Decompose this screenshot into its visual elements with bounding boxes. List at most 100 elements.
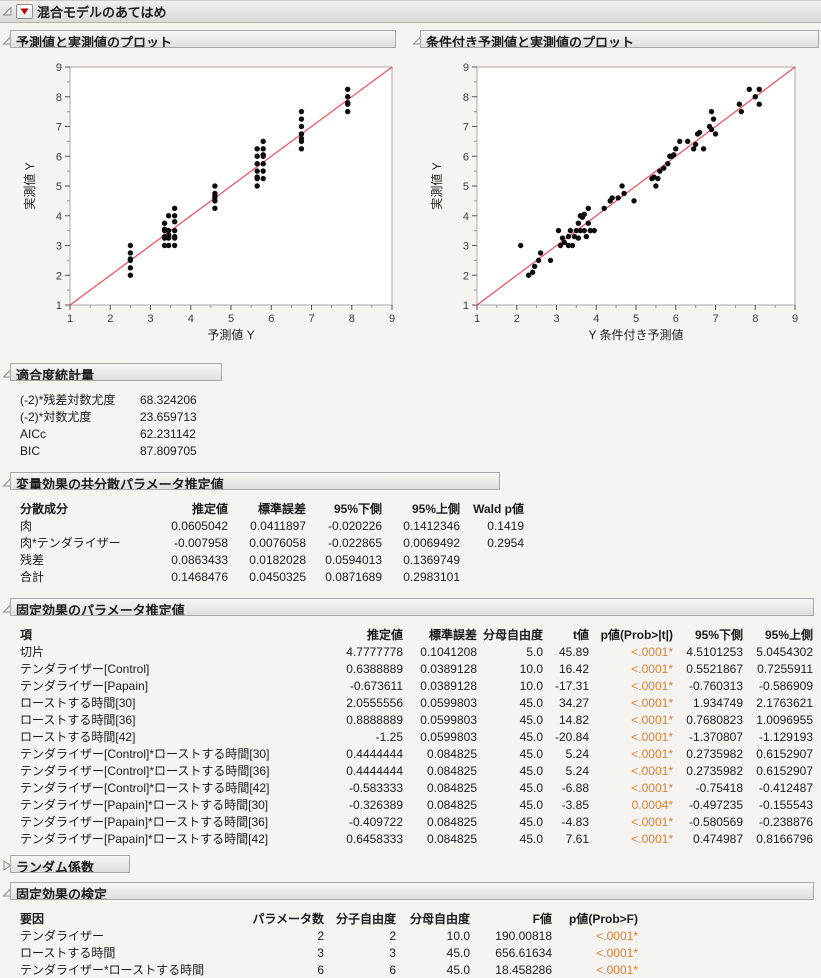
stat-value: 68.324206 [140, 392, 197, 407]
covariance-parameters-section: 変量効果の共分散パラメータ推定値 分散成分 推定値 標準誤差 95%下側 95%… [0, 472, 821, 585]
table-row: テンダライザー[Papain]*ローストする時間[30] -0.326389 0… [20, 796, 813, 813]
term: ローストする時間[36] [20, 713, 136, 727]
t-ratio: -20.84 [554, 729, 589, 744]
p-value: <.0001* [631, 678, 673, 693]
p-value: <.0001* [631, 661, 673, 676]
df-denominator: 45.0 [519, 831, 543, 846]
std-error: 0.0599803 [420, 712, 477, 727]
std-error: 0.084825 [426, 746, 477, 761]
svg-text:実測値 Y: 実測値 Y [22, 162, 37, 209]
p-value: <.0001* [631, 729, 673, 744]
section-header-covariance[interactable]: 変量効果の共分散パラメータ推定値 [10, 472, 500, 490]
col-header: 分母自由度 [482, 628, 543, 642]
term: ローストする時間[30] [20, 696, 136, 710]
section-header-fixed-effects-tests[interactable]: 固定効果の検定 [10, 882, 814, 900]
ci-upper: 5.0454302 [756, 644, 813, 659]
p-value: <.0001* [631, 746, 673, 761]
svg-text:2: 2 [514, 313, 520, 325]
section-header-row: 固定効果の検定 [0, 882, 821, 902]
std-error: 0.0389128 [420, 678, 477, 693]
red-triangle-menu-button[interactable] [16, 4, 33, 19]
col-header: 分散成分 [20, 502, 69, 516]
section-header-row: 予測値と実測値のプロット [0, 30, 410, 50]
term: ローストする時間[42] [20, 730, 136, 744]
ci-upper: 0.0069492 [403, 535, 460, 550]
section-title: ランダム係数 [16, 860, 95, 873]
svg-text:4: 4 [56, 211, 62, 223]
ci-upper: 0.8166796 [756, 831, 813, 846]
col-header: Wald p値 [473, 502, 524, 516]
col-header: 項 [20, 628, 33, 642]
red-triangle-icon [20, 8, 29, 15]
svg-text:6: 6 [56, 151, 62, 163]
ci-lower: -0.580569 [688, 814, 743, 829]
table-row: テンダライザー[Control] 0.6388889 0.0389128 10.… [20, 660, 813, 677]
estimate: -0.326389 [348, 797, 403, 812]
disclosure-triangle-icon[interactable] [2, 6, 13, 17]
svg-text:2: 2 [56, 270, 62, 282]
section-title: 固定効果の検定 [16, 887, 108, 900]
svg-text:8: 8 [752, 313, 758, 325]
col-header: 95%上側 [764, 628, 813, 642]
table-header: 分散成分 推定値 標準誤差 95%下側 95%上側 Wald p値 [20, 500, 524, 517]
svg-text:9: 9 [792, 313, 798, 325]
table-header: 要因 パラメータ数 分子自由度 分母自由度 F値 p値(Prob>F) [20, 910, 638, 927]
stat-value: 87.809705 [140, 443, 197, 458]
t-ratio: 5.24 [565, 746, 589, 761]
p-value: <.0001* [631, 644, 673, 659]
stat-value: 23.659713 [140, 409, 197, 424]
ci-upper: 0.1369749 [403, 552, 460, 567]
svg-text:4: 4 [188, 313, 194, 325]
std-error: 0.084825 [426, 814, 477, 829]
ci-upper: -0.586909 [758, 678, 813, 693]
table-body: (-2)*残差対数尤度 68.324206 (-2)*対数尤度 23.65971… [20, 391, 240, 459]
col-header: 分子自由度 [335, 912, 396, 926]
section-title: 予測値と実測値のプロット [16, 35, 173, 48]
ci-lower: 0.7680823 [686, 712, 743, 727]
svg-text:3: 3 [463, 241, 469, 253]
section-header-predicted-plot[interactable]: 予測値と実測値のプロット [10, 30, 396, 48]
fixed-effects-tests-section: 固定効果の検定 要因 パラメータ数 分子自由度 分母自由度 F値 p値(Prob… [0, 882, 821, 978]
section-header-random-coefficients[interactable]: ランダム係数 [10, 855, 130, 873]
p-value: 0.0004* [631, 797, 673, 812]
p-value: <.0001* [596, 928, 638, 943]
effect: テンダライザー*ローストする時間 [20, 963, 205, 977]
col-header: パラメータ数 [252, 912, 324, 926]
p-value: <.0001* [596, 945, 638, 960]
svg-text:4: 4 [463, 211, 469, 223]
estimate: -0.673611 [349, 678, 403, 693]
ci-lower: 0.2735982 [686, 746, 743, 761]
ci-upper: 0.1412346 [403, 518, 460, 533]
section-title: 固定効果のパラメータ推定値 [16, 603, 185, 616]
term: テンダライザー[Papain]*ローストする時間[30] [20, 798, 269, 812]
table-row: (-2)*対数尤度 23.659713 [20, 408, 240, 425]
stat-value: 62.231142 [140, 426, 196, 441]
section-header-conditional-plot[interactable]: 条件付き予測値と実測値のプロット [420, 30, 819, 48]
svg-text:9: 9 [56, 62, 62, 74]
term: テンダライザー[Control] [20, 662, 150, 676]
std-error: 0.084825 [426, 797, 477, 812]
ci-lower: 1.934749 [692, 695, 743, 710]
stat-label: (-2)*対数尤度 [20, 410, 92, 424]
table-row: 肉*テンダライザー -0.007958 0.0076058 -0.022865 … [20, 534, 524, 551]
table-row: 残差 0.0863433 0.0182028 0.0594013 0.13697… [20, 551, 524, 568]
svg-text:9: 9 [389, 313, 395, 325]
table-row: ローストする時間[30] 2.0555556 0.0599803 45.0 34… [20, 694, 813, 711]
std-error: 0.0450325 [249, 569, 306, 584]
table-row: テンダライザー[Control]*ローストする時間[30] 0.4444444 … [20, 745, 813, 762]
wald-p-value: 0.2954 [487, 535, 524, 550]
disclosure-triangle-collapsed-icon[interactable] [2, 860, 13, 871]
table-row: 切片 4.7777778 0.1041208 5.0 45.89 <.0001*… [20, 643, 813, 660]
estimate: -0.409722 [348, 814, 403, 829]
ci-upper: -0.412487 [758, 780, 813, 795]
table-header: 項 推定値 標準誤差 分母自由度 t値 p値(Prob>|t|) 95%下側 9… [20, 626, 813, 643]
svg-text:4: 4 [593, 313, 599, 325]
ci-upper: -0.238876 [758, 814, 813, 829]
stat-label: (-2)*残差対数尤度 [20, 393, 116, 407]
estimate: 2.0555556 [346, 695, 403, 710]
section-header-fixed-effects[interactable]: 固定効果のパラメータ推定値 [10, 598, 814, 616]
section-header-fit-statistics[interactable]: 適合度統計量 [10, 363, 222, 381]
ci-lower: -0.760313 [688, 678, 743, 693]
estimate: -0.583333 [348, 780, 403, 795]
estimate: 0.1468476 [171, 569, 228, 584]
